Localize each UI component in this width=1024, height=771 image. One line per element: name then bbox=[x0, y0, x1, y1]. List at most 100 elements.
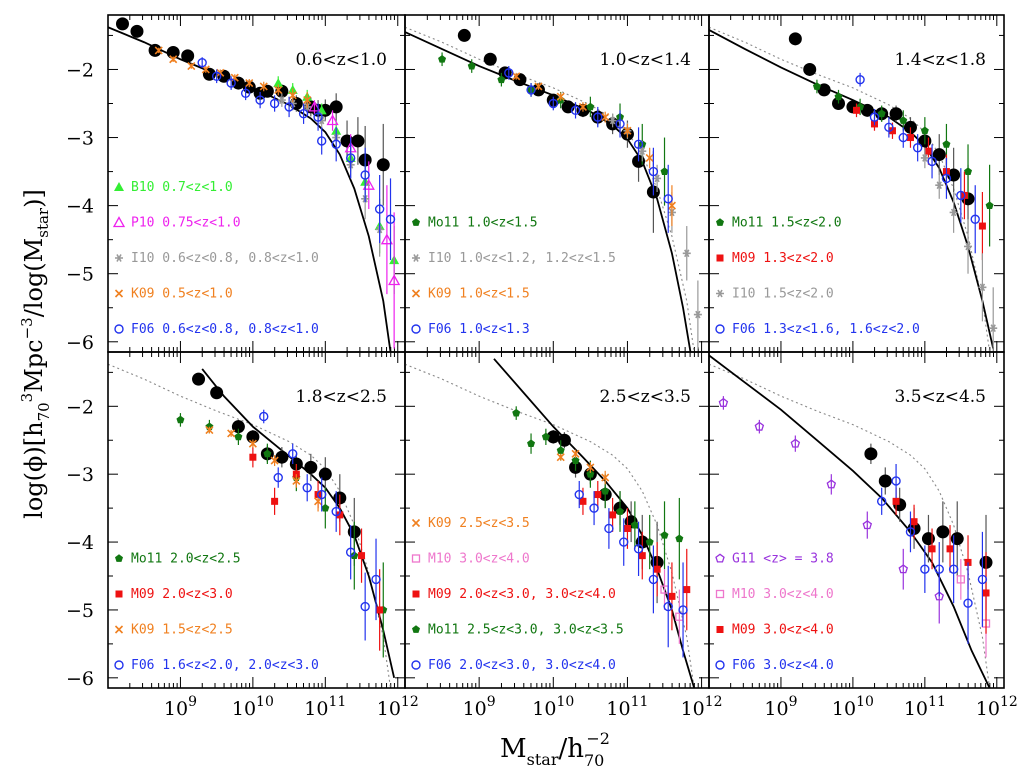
data-point-f06 bbox=[876, 496, 887, 507]
x-tick-label: 1010 bbox=[232, 694, 274, 720]
data-point-mo11 bbox=[660, 531, 669, 539]
legend-marker bbox=[411, 518, 421, 528]
data-point-k09 bbox=[227, 429, 236, 438]
legend-label: I10 0.6<z<0.8, 0.8<z<1.0 bbox=[131, 251, 319, 266]
data-point-k09 bbox=[270, 456, 279, 465]
data-point-m09 bbox=[594, 491, 602, 499]
data-point-mo11 bbox=[234, 432, 243, 441]
x-tick-label: 1010 bbox=[532, 694, 574, 720]
data-point-mine bbox=[329, 100, 343, 114]
data-point-f06 bbox=[678, 605, 688, 615]
panel-1: 0.6<z<1.0 B10 0.7<z<1.0 P10 0.75<z<1.0 I10 … bbox=[107, 14, 406, 353]
data-point-mine bbox=[817, 83, 831, 97]
data-point-k09 bbox=[303, 96, 312, 105]
data-point-f06 bbox=[298, 109, 309, 119]
data-point-m09 bbox=[853, 106, 860, 114]
x-axis-title: Mstar/h70 −2 bbox=[500, 729, 610, 770]
data-point-b10 bbox=[273, 78, 284, 88]
data-point-mo11 bbox=[556, 446, 565, 454]
data-point-mo11 bbox=[467, 61, 476, 70]
data-point-mo11 bbox=[571, 456, 580, 465]
legend-marker bbox=[716, 254, 724, 262]
data-point-mine bbox=[351, 134, 365, 148]
data-point-f06 bbox=[345, 153, 356, 163]
data-point-i10 bbox=[638, 147, 647, 156]
data-point-f06 bbox=[920, 564, 930, 574]
data-point-g11 bbox=[934, 591, 945, 601]
y-axis-title: log(ϕ)[h703Mpc−3/log(Mstar)] bbox=[18, 189, 53, 519]
model-curve bbox=[493, 358, 696, 688]
panel-1-ticks bbox=[107, 15, 405, 352]
series-i10 bbox=[608, 113, 702, 349]
data-point-k09 bbox=[601, 473, 610, 482]
x-tick-label: 1012 bbox=[377, 694, 419, 720]
data-point-m09 bbox=[683, 586, 691, 594]
data-point-f06 bbox=[934, 564, 944, 574]
data-point-mine bbox=[304, 460, 318, 474]
data-point-f06 bbox=[963, 598, 973, 608]
panel-6-ticks bbox=[708, 352, 1004, 688]
legend-label: K09 2.5<z<3.5 bbox=[428, 516, 530, 531]
data-point-m09 bbox=[892, 497, 900, 505]
data-point-m09 bbox=[623, 524, 631, 532]
data-point-mine bbox=[932, 148, 946, 162]
panel-5-legend: K09 2.5<z<3.5 M10 3.0<z<4.0 M09 2.0<z<3.0,… bbox=[411, 516, 624, 673]
series-f06 bbox=[504, 66, 673, 233]
legend-label: K09 1.5<z<2.5 bbox=[131, 623, 233, 638]
legend-marker bbox=[716, 626, 724, 633]
panel-title: 3.5<z<4.5 bbox=[894, 387, 986, 407]
data-point-i10 bbox=[277, 96, 286, 104]
data-point-f06 bbox=[941, 173, 952, 184]
data-point-g11 bbox=[898, 564, 909, 574]
data-point-f06 bbox=[663, 601, 673, 612]
data-point-p10 bbox=[308, 100, 321, 112]
data-point-mo11 bbox=[920, 126, 929, 135]
series-k09 bbox=[512, 72, 676, 227]
data-point-p10 bbox=[388, 274, 401, 286]
legend-marker bbox=[716, 218, 724, 226]
legend-marker bbox=[115, 554, 123, 562]
panel-2: 1.0<z<1.4 Mo11 1.0<z<1.5 I10 1.0<z<1.2, 1.… bbox=[404, 14, 710, 353]
data-point-f06 bbox=[288, 449, 298, 459]
data-point-i10 bbox=[978, 283, 987, 292]
data-point-mine bbox=[557, 433, 571, 447]
panel-title: 0.6<z<1.0 bbox=[295, 50, 387, 70]
data-point-p10 bbox=[362, 178, 375, 190]
x-axis-title-main: M bbox=[500, 734, 527, 764]
data-point-m09 bbox=[928, 545, 936, 553]
series-m09 bbox=[579, 480, 691, 631]
data-point-m09 bbox=[888, 127, 896, 135]
y-axis-title-sup: 3 bbox=[18, 393, 36, 403]
data-point-m09 bbox=[910, 518, 918, 526]
panel-title: 1.4<z<1.8 bbox=[894, 50, 986, 70]
legend-marker bbox=[411, 660, 421, 670]
y-tick-label: −5 bbox=[66, 600, 94, 622]
data-point-g11 bbox=[862, 520, 873, 530]
legend-marker bbox=[715, 589, 725, 599]
series-m09 bbox=[249, 447, 384, 651]
data-point-mo11 bbox=[942, 140, 951, 148]
data-point-k09 bbox=[187, 61, 196, 71]
data-point-mo11 bbox=[899, 116, 908, 124]
data-point-mo11 bbox=[964, 167, 973, 175]
data-point-f06 bbox=[855, 74, 865, 85]
legend-marker bbox=[114, 182, 124, 191]
panel-3-ticks bbox=[708, 15, 1004, 352]
data-point-g11 bbox=[826, 479, 837, 489]
data-point-i10 bbox=[693, 310, 702, 319]
legend-marker bbox=[412, 254, 420, 262]
panel-2-legend: Mo11 1.0<z<1.5 I10 1.0<z<1.2, 1.2<z<1.5 K0… bbox=[411, 216, 616, 337]
data-point-i10 bbox=[608, 116, 617, 125]
data-point-mo11 bbox=[176, 415, 185, 424]
data-point-mo11 bbox=[660, 167, 669, 175]
data-point-g11 bbox=[790, 438, 801, 448]
y-axis-title-sub: 70 bbox=[35, 402, 53, 421]
data-point-f06 bbox=[956, 190, 966, 201]
panel-3-plot-area bbox=[709, 26, 998, 352]
data-point-mo11 bbox=[541, 432, 550, 441]
data-point-mine bbox=[192, 372, 206, 386]
data-point-i10 bbox=[935, 181, 944, 190]
legend-label: Mo11 1.5<z<2.0 bbox=[732, 216, 842, 231]
legend-marker bbox=[114, 324, 124, 334]
